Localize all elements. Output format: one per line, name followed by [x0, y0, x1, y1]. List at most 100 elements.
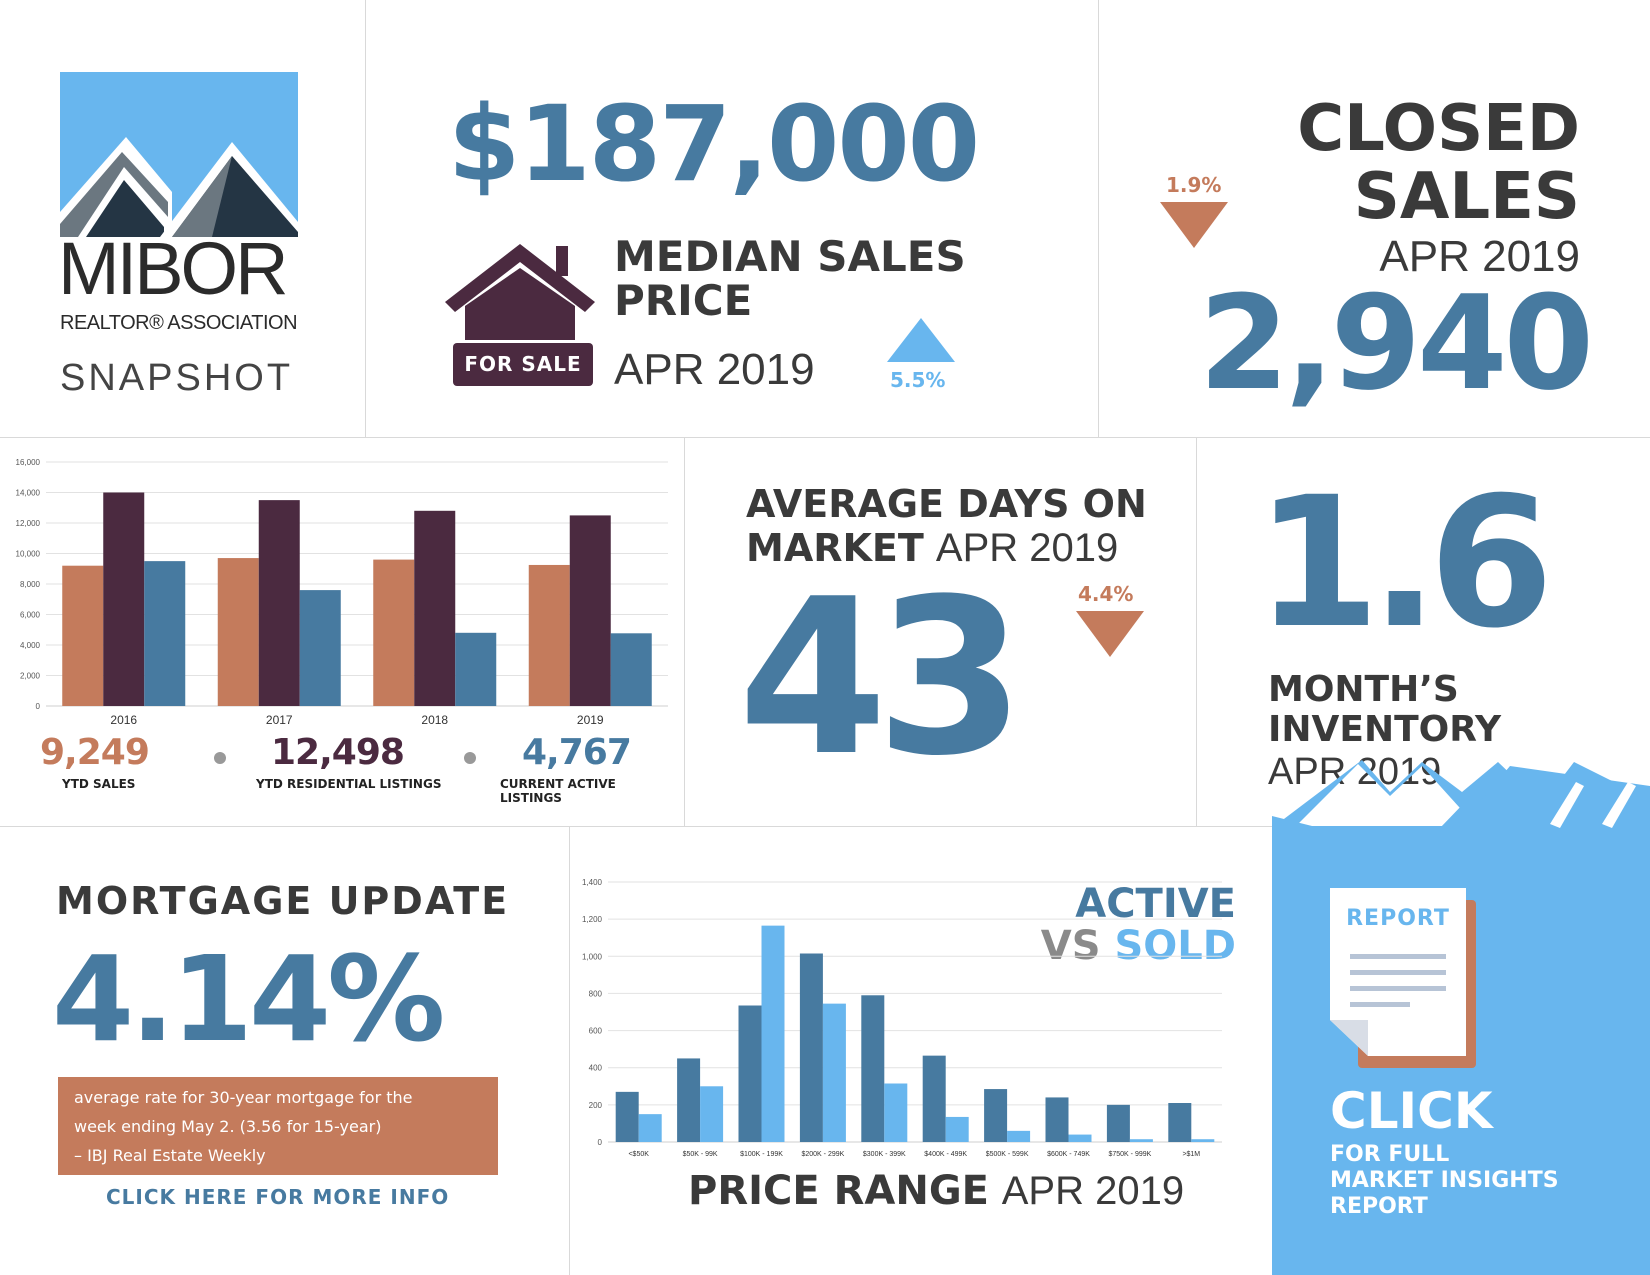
bar	[1045, 1097, 1069, 1142]
bar	[610, 633, 652, 706]
report-document-label: REPORT	[1346, 906, 1450, 931]
mortgage-note-line: average rate for 30-year mortgage for th…	[74, 1088, 413, 1107]
dot-separator	[464, 752, 476, 764]
bar	[799, 953, 823, 1142]
dom-label-line1: AVERAGE DAYS ON	[746, 482, 1147, 526]
panel-mountain-icon	[1272, 760, 1650, 828]
median-price-change: 5.5%	[890, 368, 946, 392]
bar	[761, 925, 785, 1142]
bar	[884, 1083, 908, 1142]
full-report-panel[interactable]: REPORT CLICK FOR FULL MARKET INSIGHTS RE…	[1272, 826, 1650, 1275]
x-tick-label: $300K - 399K	[863, 1151, 906, 1158]
sold-label: SOLD	[1114, 923, 1236, 969]
closed-sales-period: APR 2019	[1379, 232, 1580, 281]
bar	[373, 559, 415, 706]
bar	[984, 1089, 1008, 1142]
closed-sales-down-arrow-icon	[1160, 202, 1228, 248]
price-range-period: APR 2019	[1001, 1169, 1185, 1213]
dom-label-market: MARKET	[746, 526, 924, 570]
divider	[684, 437, 685, 827]
bar	[1168, 1103, 1192, 1142]
x-tick-label: >$1M	[1182, 1151, 1200, 1158]
dom-change: 4.4%	[1078, 582, 1134, 606]
bar	[414, 510, 456, 706]
x-tick-label: 2018	[421, 713, 448, 726]
ytd-bar-chart: 0 2,000 4,000 6,000 8,000 10,000 12,000 14,000 1…	[16, 458, 668, 726]
y-tick-label: 600	[589, 1027, 603, 1036]
for-sale-house-icon: FOR SALE	[445, 240, 595, 395]
x-tick-label: 2019	[577, 713, 604, 726]
logo: MIBOR REALTOR® ASSOCIATION SNAPSHOT	[58, 72, 300, 399]
median-price-period: APR 2019	[614, 345, 815, 394]
x-tick-label: $500K - 599K	[986, 1151, 1029, 1158]
y-tick-label: 200	[589, 1101, 603, 1110]
bar	[1191, 1139, 1215, 1142]
x-tick-label: 2016	[110, 713, 137, 726]
y-tick-label: 12,000	[16, 519, 41, 528]
click-description: FOR FULL MARKET INSIGHTS REPORT	[1330, 1142, 1559, 1220]
y-tick-label: 0	[36, 702, 41, 711]
bar	[1106, 1104, 1130, 1142]
mountain-logo-icon	[60, 72, 298, 237]
mortgage-note-line: – IBJ Real Estate Weekly	[74, 1146, 266, 1165]
y-tick-label: 8,000	[20, 580, 41, 589]
bar	[1129, 1139, 1153, 1142]
bar	[615, 1091, 639, 1142]
click-line: MARKET INSIGHTS	[1330, 1168, 1559, 1193]
y-tick-label: 1,400	[582, 878, 603, 887]
dom-label-line2: MARKET APR 2019	[746, 526, 1147, 570]
divider	[0, 826, 1650, 827]
bar	[738, 1005, 762, 1142]
y-tick-label: 1,000	[582, 952, 603, 961]
bar	[103, 492, 145, 706]
more-info-link[interactable]: CLICK HERE FOR MORE INFO	[106, 1185, 450, 1209]
y-tick-label: 4,000	[20, 641, 41, 650]
price-range-caption-bold: PRICE RANGE	[688, 1168, 989, 1214]
report-document-icon: REPORT	[1330, 888, 1480, 1078]
y-tick-label: 400	[589, 1064, 603, 1073]
divider	[1196, 437, 1197, 827]
logo-wordmark: MIBOR	[58, 227, 289, 310]
bar	[144, 561, 186, 706]
ytd-stat-caption: YTD SALES	[62, 777, 136, 791]
y-tick-label: 0	[598, 1138, 603, 1147]
ytd-stat-listings: 12,498 YTD RESIDENTIAL LISTINGS	[256, 732, 456, 791]
bar	[822, 1003, 846, 1142]
ytd-stat-sales: 9,249 YTD SALES	[40, 732, 180, 791]
bar	[638, 1114, 662, 1142]
price-range-caption: PRICE RANGE APR 2019	[688, 1168, 1184, 1214]
median-price-label: MEDIAN SALES PRICE	[614, 234, 966, 326]
x-tick-label: $200K - 299K	[801, 1151, 844, 1158]
mortgage-title: MORTGAGE UPDATE	[56, 879, 510, 923]
closed-sales-label-line2: SALES	[1353, 160, 1580, 234]
divider	[1098, 0, 1099, 437]
x-tick-label: <$50K	[628, 1151, 649, 1158]
y-tick-label: 16,000	[16, 458, 41, 467]
y-tick-label: 6,000	[20, 611, 41, 620]
inventory-label: MONTH’S INVENTORY	[1268, 670, 1501, 750]
vs-label: VS	[1040, 923, 1101, 969]
inventory-label-line1: MONTH’S	[1268, 669, 1459, 710]
y-tick-label: 14,000	[16, 489, 41, 498]
bar	[258, 500, 300, 706]
bar	[945, 1116, 969, 1142]
y-tick-label: 2,000	[20, 672, 41, 681]
divider	[0, 437, 1650, 438]
ytd-stat-value: 12,498	[271, 732, 405, 773]
ytd-stat-active: 4,767 CURRENT ACTIVE LISTINGS	[500, 732, 680, 805]
bar	[1007, 1130, 1031, 1142]
x-tick-label: $600K - 749K	[1047, 1151, 1090, 1158]
ytd-stat-caption: CURRENT ACTIVE LISTINGS	[500, 777, 616, 805]
dom-down-arrow-icon	[1076, 611, 1144, 657]
ytd-stat-caption: YTD RESIDENTIAL LISTINGS	[256, 777, 442, 791]
mortgage-note-line: week ending May 2. (3.56 for 15-year)	[74, 1117, 382, 1136]
median-price-label-line2: PRICE	[614, 276, 753, 326]
for-sale-sign-text: FOR SALE	[464, 352, 582, 376]
dom-period: APR 2019	[935, 526, 1119, 570]
y-tick-label: 1,200	[582, 915, 603, 924]
x-tick-label: $100K - 199K	[740, 1151, 783, 1158]
closed-sales-change: 1.9%	[1166, 173, 1222, 197]
bar	[700, 1086, 724, 1142]
click-line: FOR FULL	[1330, 1142, 1450, 1167]
dot-separator	[214, 752, 226, 764]
